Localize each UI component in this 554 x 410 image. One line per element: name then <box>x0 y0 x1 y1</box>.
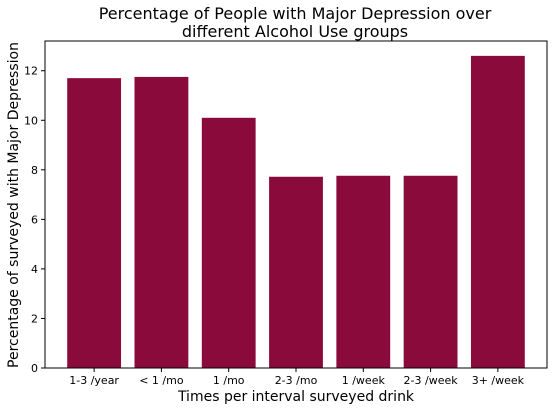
x-tick-label-1: < 1 /mo <box>139 374 184 387</box>
x-tick-label-2: 1 /mo <box>213 374 245 387</box>
x-tick-label-5: 2-3 /week <box>404 374 459 387</box>
chart-title-line-2: different Alcohol Use groups <box>182 22 408 41</box>
x-tick-label-0: 1-3 /year <box>69 374 119 387</box>
bar-5 <box>403 175 458 368</box>
x-tick-label-6: 3+ /week <box>472 374 525 387</box>
y-tick-label-1: 2 <box>31 312 38 325</box>
y-tick-label-2: 4 <box>31 263 38 276</box>
ticks-layer: 1-3 /year < 1 /mo 1 /mo 2-3 /mo 1 /week 2-3 /… <box>24 65 525 387</box>
y-tick-label-3: 6 <box>31 213 38 226</box>
bar-1 <box>134 76 189 368</box>
y-tick-label-5: 10 <box>24 114 38 127</box>
y-tick-label-0: 0 <box>31 362 38 375</box>
bar-0 <box>67 78 122 368</box>
bar-2 <box>201 117 256 368</box>
x-tick-label-3: 2-3 /mo <box>275 374 318 387</box>
y-axis-label: Percentage of surveyed with Major Depres… <box>6 42 22 368</box>
chart-title-line-1: Percentage of People with Major Depressi… <box>99 4 492 23</box>
bar-3 <box>269 176 323 368</box>
bar-4 <box>336 175 391 368</box>
bars-layer <box>67 55 525 368</box>
x-tick-label-4: 1 /week <box>342 374 386 387</box>
y-tick-label-4: 8 <box>31 164 38 177</box>
bar-6 <box>470 55 525 368</box>
y-tick-label-6: 12 <box>24 65 38 78</box>
x-axis-label: Times per interval surveyed drink <box>177 389 415 405</box>
